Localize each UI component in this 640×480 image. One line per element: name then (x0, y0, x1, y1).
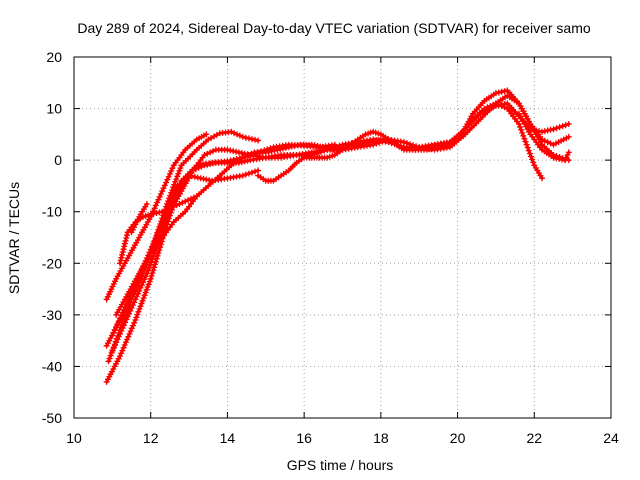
series-markers (515, 110, 572, 164)
x-tick-label: 18 (373, 430, 389, 446)
x-tick-label: 20 (450, 430, 466, 446)
x-tick-label: 12 (143, 430, 159, 446)
grid-lines (74, 57, 611, 418)
x-tick-label: 10 (66, 430, 82, 446)
chart-title: Day 289 of 2024, Sidereal Day-to-day VTE… (77, 20, 590, 36)
series-track-1 (103, 131, 210, 303)
series-markers (128, 201, 150, 236)
x-axis-label: GPS time / hours (287, 457, 394, 473)
axes: 10 12 14 16 18 20 22 24 20 10 0 -10 -20 -30 -40 -50 (42, 49, 619, 446)
y-tick-label: -10 (42, 204, 62, 220)
series-markers (103, 131, 210, 303)
series-markers (255, 100, 545, 184)
data-series (103, 87, 572, 385)
series-track-8 (117, 193, 200, 267)
y-tick-label: -50 (42, 410, 62, 426)
y-axis-label: SDTVAR / TECUs (6, 182, 22, 294)
plus-marker-set (515, 110, 572, 164)
y-tick-label: 20 (46, 49, 62, 65)
series-track-10 (255, 100, 545, 184)
x-tick-label: 24 (603, 430, 619, 446)
y-tick-label: -20 (42, 255, 62, 271)
plus-marker-set (103, 131, 210, 303)
plus-marker-set (255, 100, 545, 184)
series-track-11 (515, 110, 572, 164)
plus-marker-set (128, 201, 150, 236)
x-tick-label: 14 (220, 430, 236, 446)
y-tick-label: 10 (46, 101, 62, 117)
y-tick-label: -40 (42, 358, 62, 374)
plot-frame (73, 56, 612, 419)
x-tick-label: 16 (296, 430, 312, 446)
y-tick-label: -30 (42, 307, 62, 323)
series-track-9 (128, 201, 150, 236)
y-tick-label: 0 (54, 152, 62, 168)
x-tick-label: 22 (526, 430, 542, 446)
